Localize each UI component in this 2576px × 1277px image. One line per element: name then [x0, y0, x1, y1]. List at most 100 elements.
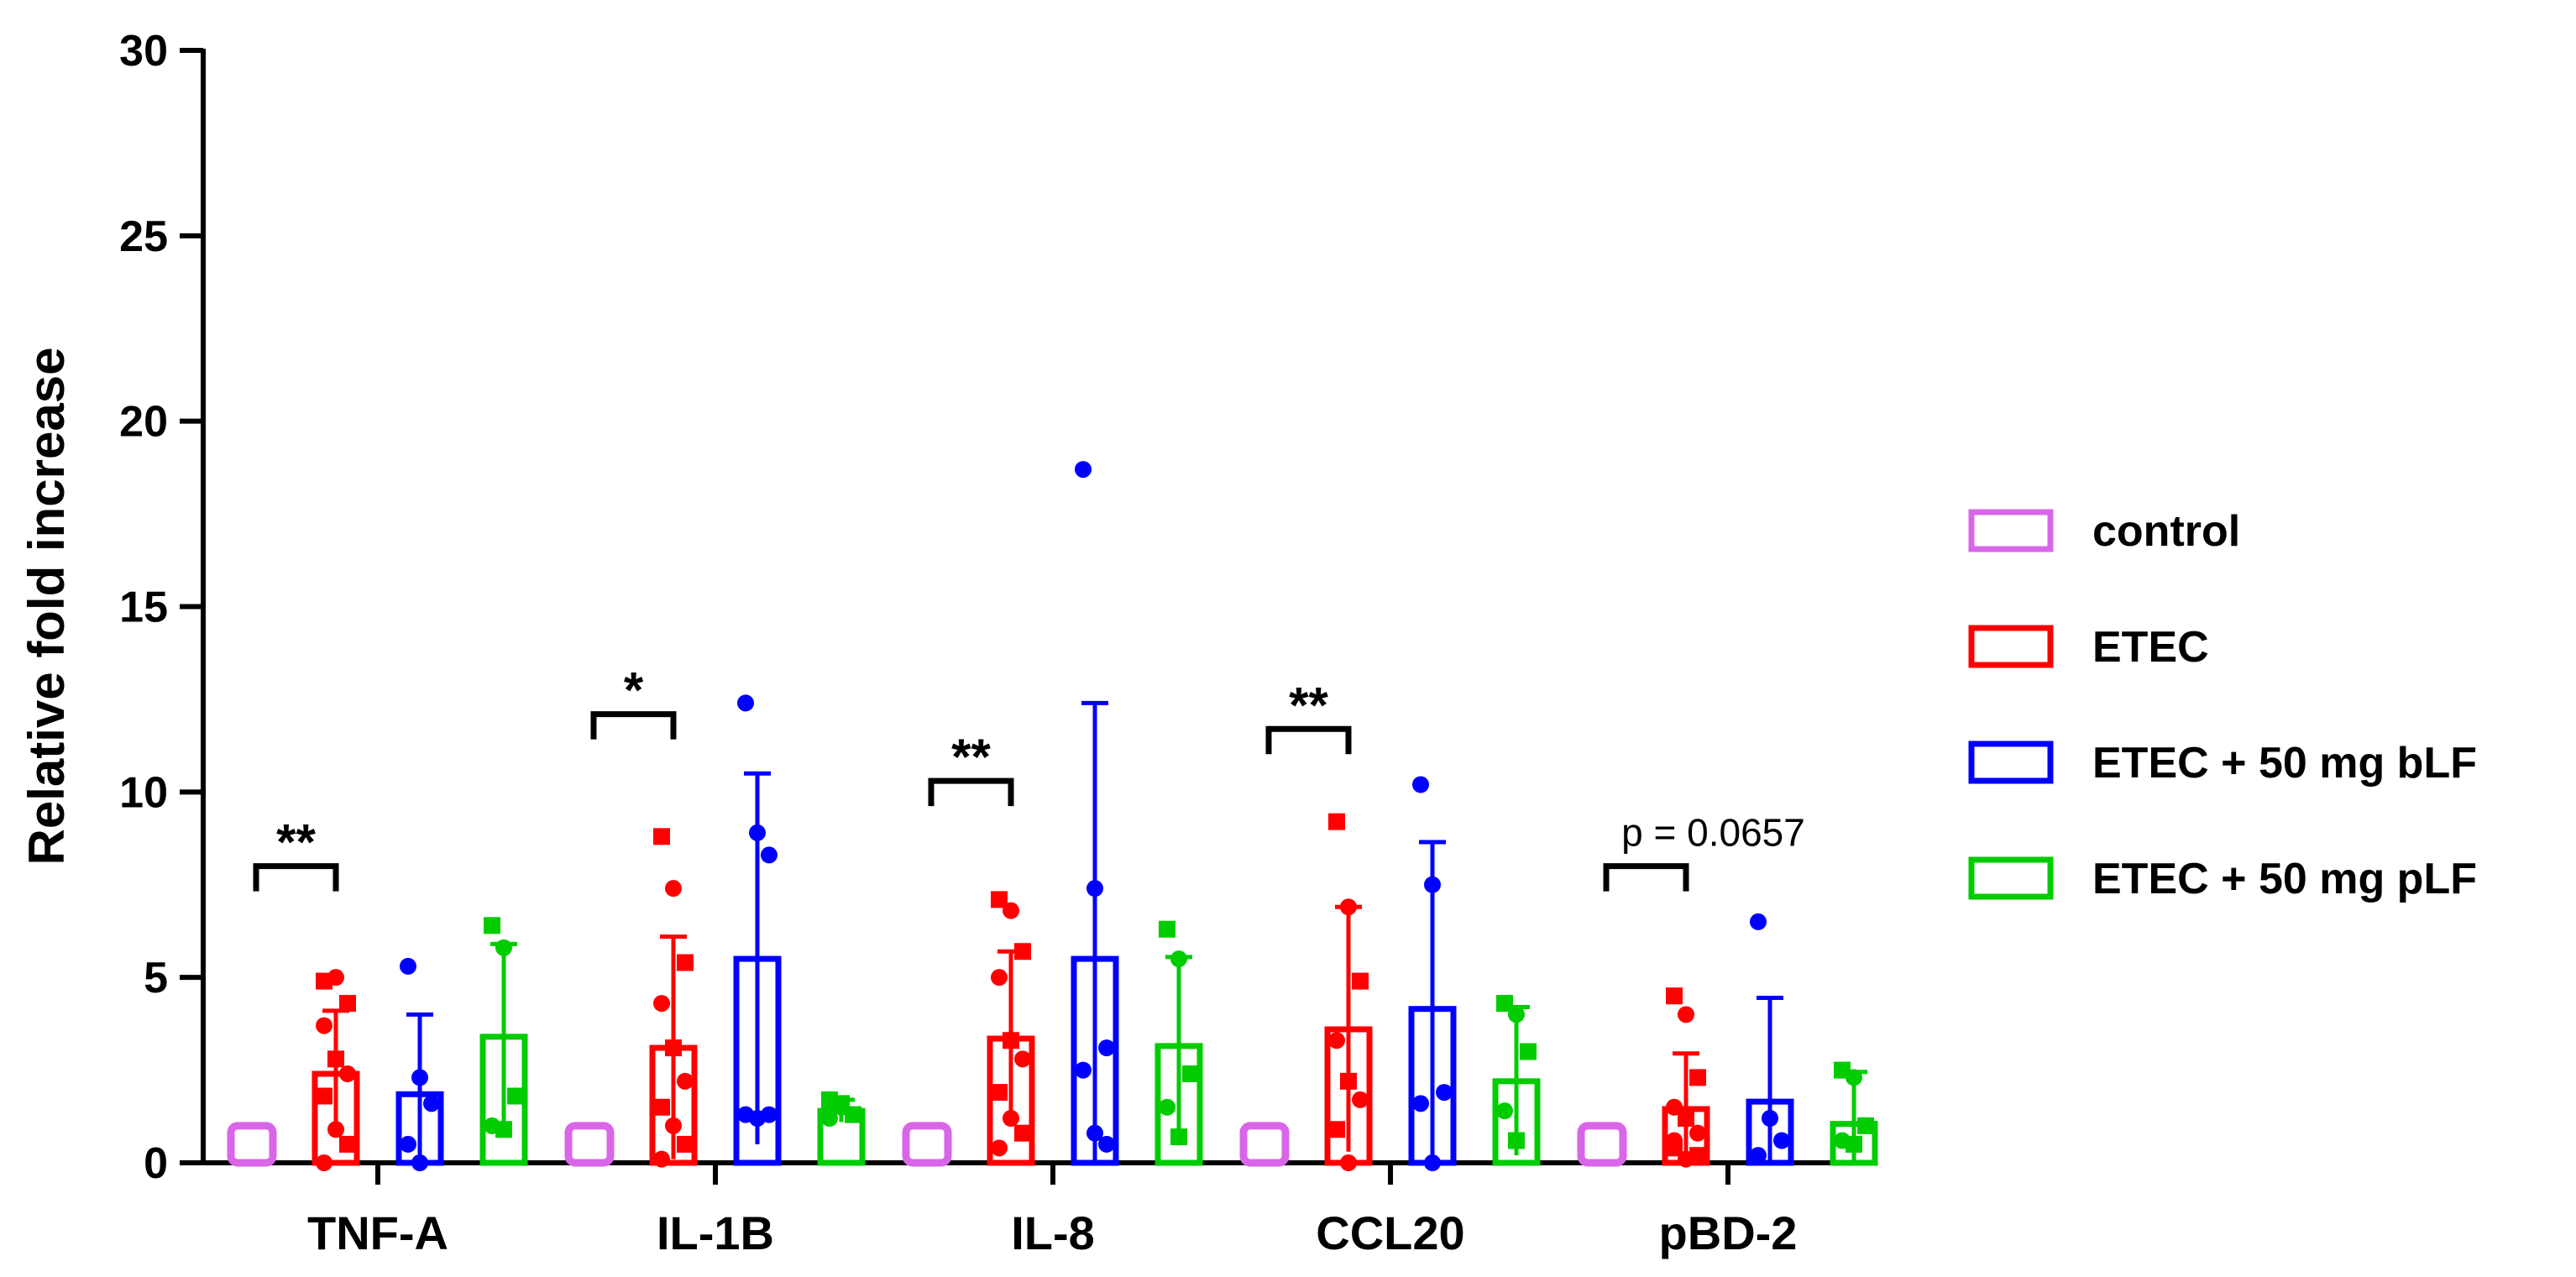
data-point — [833, 1095, 850, 1112]
data-point — [1846, 1069, 1862, 1086]
bar-control — [1239, 1122, 1290, 1167]
data-point — [1170, 950, 1187, 968]
data-point — [1857, 1117, 1874, 1134]
data-point — [1014, 943, 1031, 960]
data-point — [327, 969, 344, 987]
data-point — [761, 846, 778, 864]
y-tick-label: 15 — [119, 584, 168, 632]
significance-bracket — [1265, 725, 1352, 755]
data-point — [1328, 1032, 1345, 1049]
data-point — [1424, 876, 1441, 893]
data-point — [761, 1106, 778, 1123]
significance-bracket — [1603, 863, 1689, 892]
data-point — [1436, 1084, 1453, 1102]
data-point — [1508, 1132, 1525, 1149]
data-point — [1352, 1091, 1369, 1108]
legend-label: control — [2092, 507, 2240, 556]
legend-swatch — [1968, 741, 2054, 784]
data-point — [1003, 902, 1019, 919]
significance-label: ** — [276, 814, 316, 871]
data-point — [1086, 1124, 1103, 1142]
legend-swatch — [1968, 625, 2054, 668]
legend-label: ETEC + 50 mg bLF — [2092, 739, 2477, 788]
significance-bracket — [253, 863, 339, 892]
y-tick-label: 20 — [119, 398, 168, 447]
data-point — [1075, 1061, 1092, 1079]
legend-label: ETEC + 50 mg pLF — [2092, 855, 2477, 903]
data-point — [991, 1139, 1008, 1157]
y-tick-label: 30 — [119, 27, 168, 76]
data-point — [665, 1039, 682, 1057]
data-point — [1340, 1072, 1357, 1090]
significance-label: * — [624, 662, 644, 719]
data-point — [1014, 1124, 1031, 1142]
data-point — [1424, 1154, 1441, 1171]
data-point — [991, 1084, 1008, 1102]
data-point — [1086, 880, 1103, 898]
legend-swatch — [1968, 509, 2054, 552]
data-point — [1182, 1065, 1199, 1082]
data-point — [1328, 1121, 1345, 1138]
data-point — [327, 1121, 344, 1138]
bar-control — [1577, 1122, 1627, 1167]
x-category-label: TNF-A — [307, 1206, 448, 1259]
data-point — [327, 1050, 344, 1068]
data-point — [423, 1095, 440, 1112]
data-point — [1496, 1102, 1513, 1120]
axes: 0 5 10 15 20 25 30 Relative fold increase TNF-A I… — [18, 27, 1866, 1259]
bars — [227, 461, 1878, 1171]
data-point — [1508, 1006, 1525, 1023]
data-point — [1846, 1135, 1862, 1153]
x-category-label: CCL20 — [1316, 1206, 1464, 1259]
significance-label: ** — [951, 729, 991, 785]
data-point — [653, 1098, 670, 1116]
data-point — [1750, 913, 1767, 930]
data-point — [411, 1154, 428, 1171]
x-category-label: IL-8 — [1011, 1206, 1095, 1259]
y-axis-title: Relative fold increase — [18, 348, 75, 866]
data-point — [653, 828, 670, 845]
data-point — [1098, 1039, 1115, 1057]
data-point — [1159, 920, 1175, 938]
data-point — [495, 939, 512, 956]
data-point — [316, 1087, 332, 1105]
data-point — [1170, 1128, 1187, 1146]
x-category-label: IL-1B — [657, 1206, 774, 1259]
x-category-label: pBD-2 — [1659, 1206, 1798, 1259]
data-point — [1678, 1006, 1694, 1023]
data-point — [1098, 1135, 1115, 1153]
bar-control — [902, 1122, 952, 1167]
data-point — [991, 969, 1008, 987]
data-point — [1666, 987, 1683, 1005]
data-point — [1352, 972, 1369, 990]
data-point — [400, 1135, 416, 1153]
data-point — [339, 995, 356, 1013]
data-point — [1496, 995, 1513, 1013]
data-point — [1666, 1132, 1683, 1149]
data-point — [1340, 1154, 1357, 1171]
data-point — [411, 1069, 428, 1086]
y-tick-label: 0 — [144, 1139, 168, 1188]
data-point — [653, 995, 670, 1013]
data-point — [991, 891, 1008, 908]
data-point — [653, 1150, 670, 1168]
data-point — [1328, 813, 1345, 830]
y-tick-label: 10 — [119, 768, 168, 817]
data-point — [821, 1110, 838, 1127]
data-point — [1750, 1147, 1767, 1164]
legend: control ETEC ETEC + 50 mg bLF ETEC + 50 mg … — [1968, 507, 2477, 903]
y-tick-label: 25 — [119, 212, 168, 261]
data-point — [1762, 1110, 1778, 1127]
data-point — [1773, 1132, 1790, 1149]
data-point — [1075, 461, 1092, 479]
data-point — [677, 954, 694, 971]
data-point — [316, 1154, 332, 1171]
data-point — [665, 1117, 682, 1134]
data-point — [1678, 1110, 1694, 1127]
significance-bracket — [590, 711, 677, 740]
data-point — [1520, 1043, 1537, 1060]
bar-control — [227, 1122, 277, 1167]
data-point — [677, 1135, 694, 1153]
data-point — [316, 1017, 332, 1034]
